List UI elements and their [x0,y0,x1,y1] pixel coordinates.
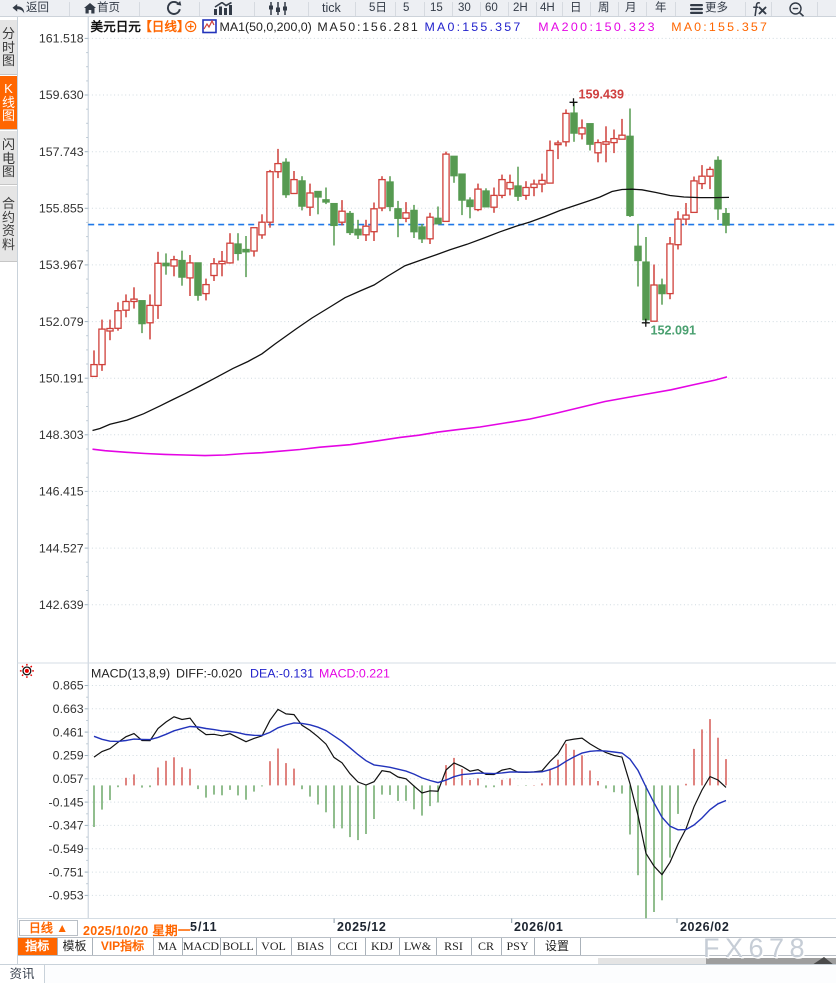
svg-text:MA200:150.323: MA200:150.323 [538,20,657,34]
svg-text:148.303: 148.303 [39,428,84,442]
svg-text:-0.145: -0.145 [49,795,84,809]
svg-text:【日线】: 【日线】 [139,19,189,34]
svg-text:155.855: 155.855 [39,202,84,216]
svg-text:0.461: 0.461 [53,725,84,739]
svg-text:MA0:155.357: MA0:155.357 [671,20,769,34]
svg-text:152.091: 152.091 [651,324,697,338]
svg-text:159.439: 159.439 [579,88,625,102]
svg-text:0.057: 0.057 [53,772,84,786]
svg-text:159.630: 159.630 [39,88,84,102]
svg-text:-0.953: -0.953 [49,889,84,903]
svg-text:-0.347: -0.347 [49,819,84,833]
svg-text:152.079: 152.079 [39,315,84,329]
svg-text:150.191: 150.191 [39,371,84,385]
svg-text:DEA:-0.131: DEA:-0.131 [250,667,314,681]
svg-text:0.663: 0.663 [53,702,84,716]
svg-text:153.967: 153.967 [39,258,84,272]
svg-text:161.518: 161.518 [39,32,84,46]
svg-text:MACD(13,8,9): MACD(13,8,9) [91,667,170,681]
svg-text:0.259: 0.259 [53,749,84,763]
svg-text:142.639: 142.639 [39,598,84,612]
svg-text:146.415: 146.415 [39,485,84,499]
svg-text:157.743: 157.743 [39,145,84,159]
svg-text:DIFF:-0.020: DIFF:-0.020 [176,667,242,681]
svg-text:-0.751: -0.751 [49,865,84,879]
svg-text:MA0:155.357: MA0:155.357 [425,20,523,34]
svg-text:0.865: 0.865 [53,679,84,693]
svg-text:MACD:0.221: MACD:0.221 [319,667,390,681]
svg-text:144.527: 144.527 [39,541,84,555]
svg-text:-0.549: -0.549 [49,842,84,856]
svg-text:美元日元: 美元日元 [91,19,142,34]
svg-text:MA50:156.281: MA50:156.281 [317,20,419,34]
svg-text:MA1(50,0,200,0): MA1(50,0,200,0) [220,20,312,34]
